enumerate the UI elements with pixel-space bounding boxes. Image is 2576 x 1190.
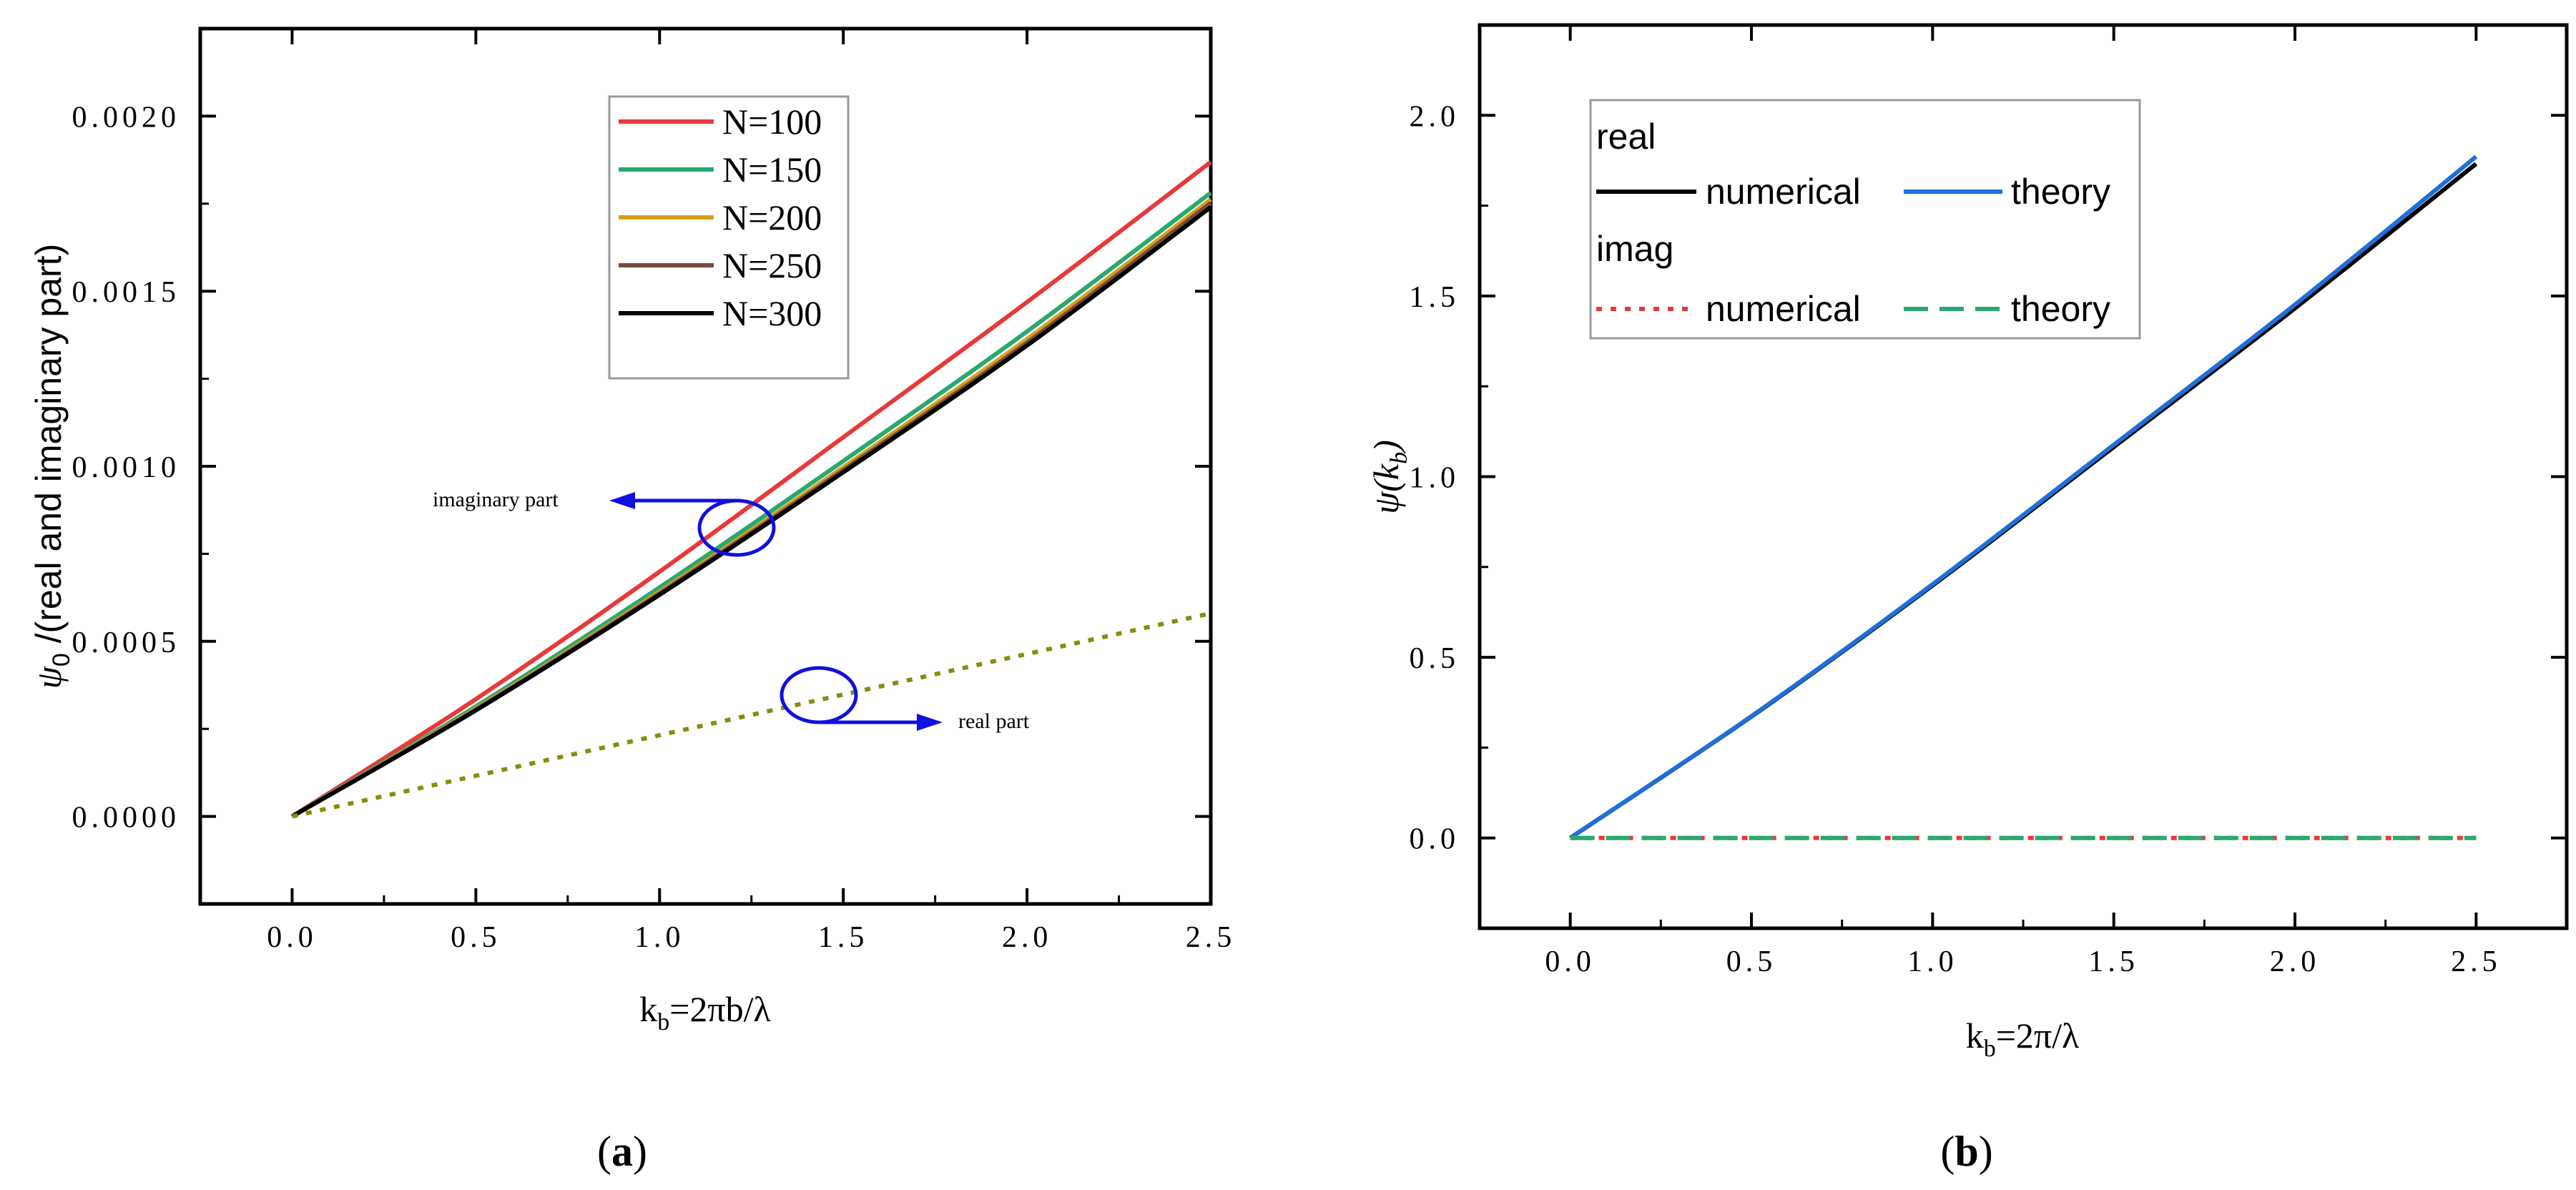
panel-a-y-tick-labels: 0.0000 0.0005 0.0010 0.0015 0.0020 <box>72 101 181 835</box>
panel-a-y-axis-label-sub: 0 <box>48 653 75 667</box>
panel-b-x-tick-labels: 0.0 0.5 1.0 1.5 2.0 2.5 <box>1545 945 2502 978</box>
legend-label-n-300: N=300 <box>722 293 822 333</box>
panel-a-legend: N=100 N=150 N=200 N=250 N=300 <box>608 95 850 380</box>
x-tick-label: 1.0 <box>1907 945 1958 978</box>
legend-label-real-numerical: numerical <box>1706 172 1861 212</box>
panel-b-label: (b) <box>1940 1128 1992 1175</box>
panel-a-ticks <box>200 29 1212 904</box>
annotation-imaginary-part: imaginary part <box>433 488 776 557</box>
panel-b-series-lines <box>1568 154 2478 840</box>
panel-b-legend-box <box>1589 99 2141 340</box>
x-tick-label: 0.0 <box>267 921 318 954</box>
y-tick-label: 0.0 <box>1410 823 1460 856</box>
annotation-imaginary-part-label: imaginary part <box>433 488 559 511</box>
legend-label-n-150: N=150 <box>722 149 822 190</box>
y-tick-label: 0.0015 <box>72 276 181 309</box>
legend-label-n-200: N=200 <box>722 197 822 237</box>
annotation-real-part-arrowhead <box>917 714 943 731</box>
panel-a-label-letter: a <box>611 1128 633 1175</box>
x-tick-label: 2.0 <box>1002 921 1053 954</box>
panel-a-legend-box <box>608 95 850 380</box>
x-tick-label: 2.0 <box>2270 945 2321 978</box>
panel-a-x-axis-label-main: k <box>639 989 657 1029</box>
panel-b-y-tick-labels: 0.0 0.5 1.0 1.5 2.0 <box>1410 100 1460 856</box>
panel-b-x-axis-label-main: k <box>1966 1016 1984 1056</box>
series-line-real-part <box>291 611 1211 819</box>
panel-b-legend: real imag numerical theory numerical theory <box>1589 99 2141 340</box>
panel-b-ticks <box>1480 25 2567 928</box>
x-tick-label: 0.5 <box>451 921 501 954</box>
x-tick-label: 1.5 <box>818 921 869 954</box>
panel-b-x-axis-label: kb=2π/λ <box>1966 1016 2080 1062</box>
x-tick-label: 1.5 <box>2088 945 2139 978</box>
annotation-real-part: real part <box>780 666 1030 733</box>
y-tick-label: 1.0 <box>1410 462 1460 495</box>
panel-b-legend-items: numerical theory numerical theory <box>1596 172 2110 329</box>
y-tick-label: 0.0020 <box>72 101 181 134</box>
panel-b-label-letter: b <box>1955 1128 1978 1175</box>
series-line-n-100 <box>290 160 1212 819</box>
panel-b-y-axis-label-rest: ) <box>1366 440 1406 454</box>
panel-a-y-axis-label-rest: /(real and imaginary part) <box>29 244 69 653</box>
annotation-real-part-circle <box>780 666 858 724</box>
legend-label-real-theory: theory <box>2011 172 2110 212</box>
x-tick-label: 2.5 <box>2451 945 2502 978</box>
annotation-real-part-label: real part <box>958 709 1030 733</box>
y-tick-label: 0.0005 <box>72 626 181 659</box>
y-tick-label: 1.5 <box>1410 281 1460 314</box>
panel-b-y-axis-label: ψ(kb) <box>1366 440 1412 514</box>
x-tick-label: 0.5 <box>1726 945 1777 978</box>
panel-b: 0.0 0.5 1.0 1.5 2.0 2.5 0.0 0.5 1.0 1.5 2.0 real … <box>1366 23 2569 1175</box>
y-tick-label: 0.0010 <box>72 451 181 484</box>
panel-b-y-axis-label-main: ψ(k <box>1366 463 1406 514</box>
annotation-imaginary-part-arrowhead <box>609 492 635 509</box>
legend-label-n-100: N=100 <box>722 102 822 142</box>
panel-a: 0.0 0.5 1.0 1.5 2.0 2.5 0.00000.00050.00100.0… <box>29 26 1237 1175</box>
panel-a-x-axis-label-sub: b <box>657 1009 669 1036</box>
x-tick-label: 1.0 <box>634 921 685 954</box>
panel-a-x-tick-labels: 0.0 0.5 1.0 1.5 2.0 2.5 <box>267 921 1237 954</box>
series-line-real-theory <box>1568 154 2478 840</box>
panel-a-series-lines <box>290 160 1212 819</box>
panel-b-y-axis-label-sub: b <box>1386 452 1412 464</box>
legend-label-n-250: N=250 <box>722 245 822 285</box>
y-tick-label: 0.5 <box>1410 642 1460 675</box>
series-line-n-300 <box>290 205 1212 819</box>
panel-b-legend-group-imag: imag <box>1596 229 1673 269</box>
legend-label-imag-numerical: numerical <box>1706 289 1861 329</box>
panel-b-x-axis-label-sub: b <box>1984 1036 1996 1062</box>
x-tick-label: 0.0 <box>1545 945 1596 978</box>
panel-a-y-axis-label-main: ψ <box>29 666 69 689</box>
y-tick-label: 0.0000 <box>72 802 181 835</box>
panel-a-y-axis-label: ψ0 /(real and imaginary part) <box>29 244 75 689</box>
panel-a-x-axis-label: kb=2πb/λ <box>639 989 771 1036</box>
panel-a-x-axis-label-rest: =2πb/λ <box>669 989 771 1029</box>
x-tick-label: 2.5 <box>1186 921 1237 954</box>
legend-label-imag-theory: theory <box>2011 289 2110 329</box>
panel-a-legend-items: N=100 N=150 N=200 N=250 N=300 <box>619 102 822 333</box>
y-tick-label: 2.0 <box>1410 100 1460 133</box>
panel-a-label: (a) <box>597 1128 647 1175</box>
panel-b-x-axis-label-rest: =2π/λ <box>1996 1016 2080 1056</box>
panel-b-legend-group-real: real <box>1596 117 1656 157</box>
